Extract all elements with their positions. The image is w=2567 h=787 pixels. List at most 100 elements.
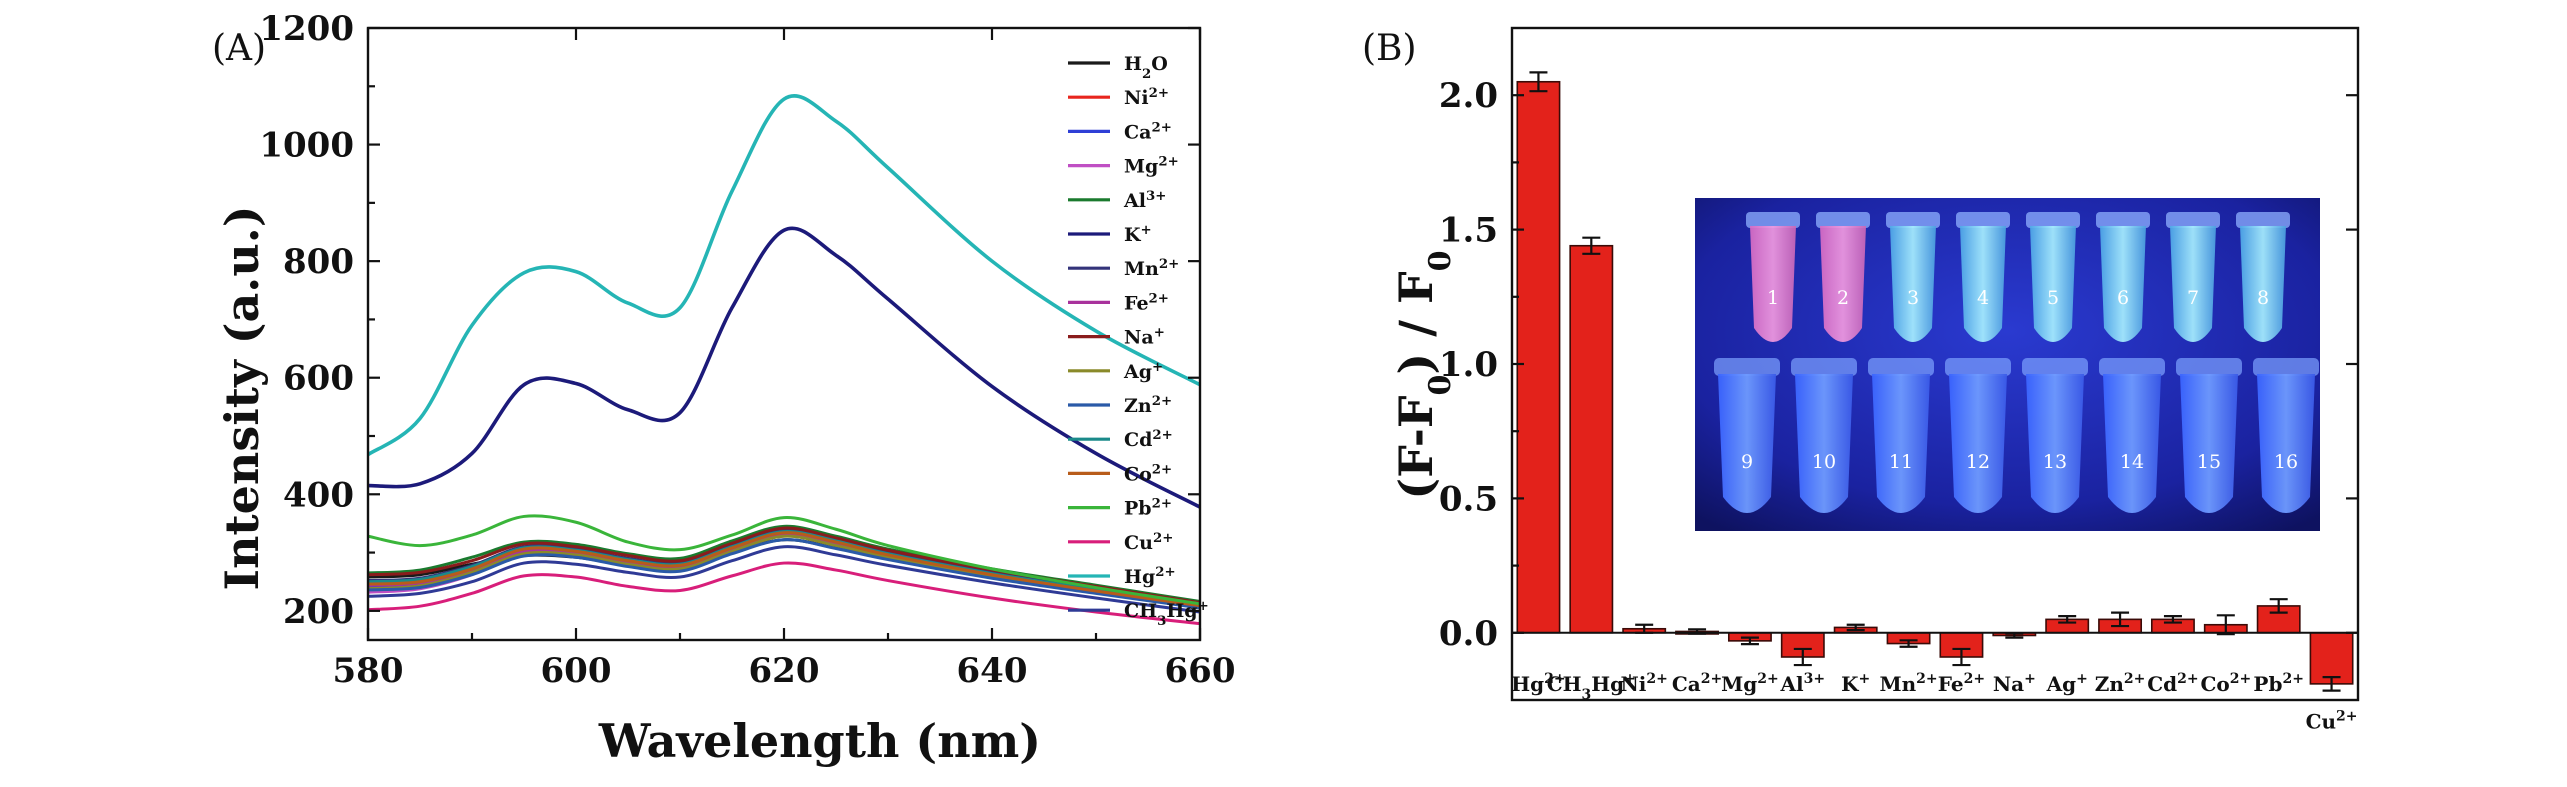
y-tick-label-b-3: 1.5 — [1439, 211, 1498, 251]
category-label-8: Fe2+ — [1938, 671, 1985, 696]
tube-3: 3 — [1886, 212, 1940, 342]
x-tick-label-a-0: 580 — [333, 651, 404, 691]
legend-label-2: Ca2+ — [1124, 120, 1172, 144]
legend-label-14: Cu2+ — [1124, 530, 1173, 554]
tube-15: 15 — [2176, 358, 2242, 513]
category-label-3: Ca2+ — [1672, 671, 1722, 696]
bar-Cu2+ — [2309, 631, 2354, 685]
category-label-9: Na+ — [1993, 671, 2036, 696]
tube-label-10: 10 — [1812, 451, 1836, 473]
tube-label-3: 3 — [1907, 287, 1919, 309]
chart-b-category-labels: Hg2+CH3Hg+Ni2+ Ca2+Mg2+ Al3+ K+ Mn2+ Fe2+ Na+ A… — [1511, 671, 2357, 734]
category-label-1: CH3Hg+ — [1547, 671, 1636, 703]
x-tick-label-a-3: 640 — [957, 651, 1028, 691]
tube-7: 7 — [2166, 212, 2220, 342]
tube-label-14: 14 — [2120, 451, 2144, 473]
series-line-5 — [367, 226, 1201, 509]
tube-16: 16 — [2253, 358, 2319, 513]
category-label-0: Hg2+ — [1511, 671, 1565, 696]
series-line-9 — [367, 534, 1201, 609]
y-tick-label-b-2: 1.0 — [1439, 345, 1498, 385]
legend-label-3: Mg2+ — [1124, 154, 1179, 178]
series-line-16 — [367, 545, 1201, 614]
tube-13: 13 — [2022, 358, 2088, 513]
legend-label-6: Mn2+ — [1124, 257, 1179, 281]
series-line-10 — [367, 538, 1201, 610]
x-axis-title-a: Wavelength (nm) — [598, 714, 1041, 768]
legend-label-0: H2O — [1124, 53, 1168, 82]
category-label-4: Mg2+ — [1721, 671, 1779, 696]
tube-label-12: 12 — [1966, 451, 1990, 473]
chart-a-legend: H2O Ni2+ Ca2+ Mg2+ Al3+ K+ Mn2+ Fe2+ Na+ Ag+ Zn2+ C… — [1068, 53, 1209, 629]
legend-label-8: Na+ — [1124, 325, 1165, 349]
legend-label-10: Zn2+ — [1124, 394, 1172, 418]
legend-label-15: Hg2+ — [1124, 565, 1176, 589]
chart-a-ticks: 580 600 620 640 660 200 400 600 800 1000 1200 — [259, 9, 1235, 691]
tube-4: 4 — [1956, 212, 2010, 342]
series-line-15 — [366, 94, 1201, 457]
tube-label-7: 7 — [2187, 287, 2199, 309]
y-tick-label-b-1: 0.5 — [1439, 479, 1498, 519]
chart-a: (A) 580 600 620 640 66020040060080010001200 … — [212, 9, 1235, 768]
tube-10: 10 — [1791, 358, 1857, 513]
tube-6: 6 — [2096, 212, 2150, 342]
inset-photo: 1 2 3 4 5 6 7 89 10 11 12 13 14 15 16 — [1695, 198, 2320, 531]
chart-b: (B) 1 2 3 4 5 6 7 89 10 11 12 13 14 15 16 0.00.51.01.5… — [1362, 26, 2360, 734]
x-tick-label-a-2: 620 — [749, 651, 820, 691]
series-line-14 — [367, 561, 1201, 626]
tube-11: 11 — [1868, 358, 1934, 513]
legend-label-9: Ag+ — [1123, 359, 1163, 383]
tube-8: 8 — [2236, 212, 2290, 342]
category-label-15: Cu2+ — [2306, 709, 2358, 734]
chart-a-series-lines — [366, 94, 1201, 626]
tube-label-16: 16 — [2274, 451, 2298, 473]
y-axis-title-a: Intensity (a.u.) — [215, 205, 269, 590]
legend-label-5: K+ — [1124, 223, 1152, 247]
chart-b-ticks: 0.0 0.5 1.0 1.5 2.0 — [1439, 76, 2358, 654]
tube-label-6: 6 — [2117, 287, 2129, 309]
x-tick-label-a-1: 600 — [541, 651, 612, 691]
series-line-13 — [367, 514, 1201, 606]
category-label-14: Pb2+ — [2253, 671, 2304, 696]
tube-12: 12 — [1945, 358, 2011, 513]
bar-CH3Hg+ — [1569, 244, 1614, 634]
category-label-2: Ni2+ — [1621, 671, 1668, 696]
tube-label-13: 13 — [2043, 451, 2067, 473]
y-tick-label-a-3: 800 — [283, 242, 354, 282]
category-label-11: Zn2+ — [2095, 671, 2146, 696]
panel-label-b: (B) — [1362, 28, 1417, 69]
tube-label-8: 8 — [2257, 287, 2269, 309]
tube-label-9: 9 — [1741, 451, 1753, 473]
tube-label-5: 5 — [2047, 287, 2059, 309]
legend-label-13: Pb2+ — [1124, 496, 1172, 520]
series-line-12 — [367, 531, 1201, 608]
y-tick-label-a-4: 1000 — [259, 126, 354, 166]
tube-5: 5 — [2026, 212, 2080, 342]
legend-label-7: Fe2+ — [1124, 291, 1169, 315]
legend-label-12: Co2+ — [1124, 462, 1172, 486]
legend-label-11: Cd2+ — [1124, 428, 1173, 452]
legend-label-16: CH3Hg+ — [1124, 599, 1209, 629]
tube-14: 14 — [2099, 358, 2165, 513]
x-tick-label-a-4: 660 — [1165, 651, 1236, 691]
y-tick-label-a-0: 200 — [283, 592, 354, 632]
y-tick-label-a-5: 1200 — [259, 9, 354, 49]
y-tick-label-b-0: 0.0 — [1439, 614, 1498, 654]
tube-9: 9 — [1714, 358, 1780, 513]
y-tick-label-b-4: 2.0 — [1439, 76, 1498, 116]
tube-label-2: 2 — [1837, 287, 1849, 309]
bar-Hg2+ — [1516, 80, 1561, 634]
legend-label-4: Al3+ — [1123, 188, 1166, 212]
tube-1: 1 — [1746, 212, 1800, 342]
category-label-13: Co2+ — [2200, 671, 2251, 696]
tube-label-1: 1 — [1767, 287, 1779, 309]
tube-2: 2 — [1816, 212, 1870, 342]
category-label-6: K+ — [1841, 671, 1870, 696]
tube-label-4: 4 — [1977, 287, 1989, 309]
category-label-7: Mn2+ — [1879, 671, 1937, 696]
tube-label-11: 11 — [1889, 451, 1913, 473]
category-label-12: Cd2+ — [2147, 671, 2198, 696]
legend-label-1: Ni2+ — [1124, 86, 1169, 110]
tube-label-15: 15 — [2197, 451, 2221, 473]
